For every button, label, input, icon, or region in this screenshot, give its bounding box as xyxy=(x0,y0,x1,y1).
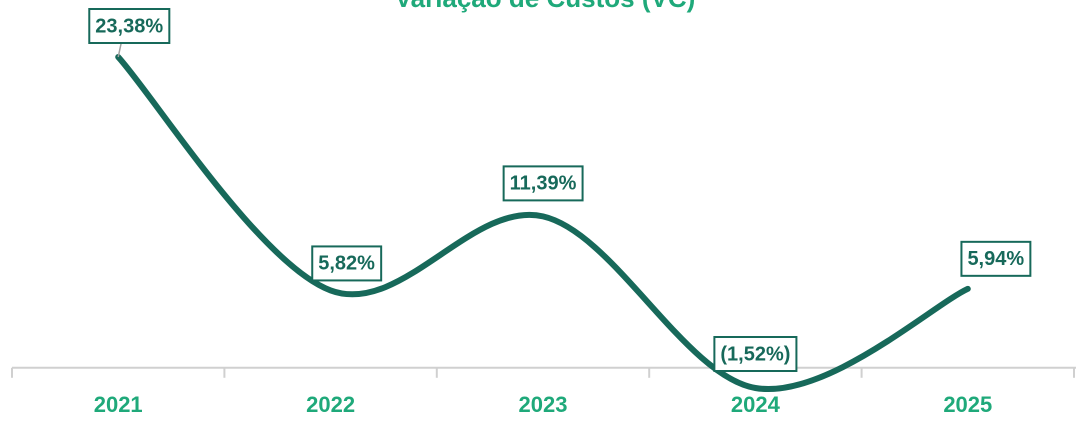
data-label-box xyxy=(502,165,584,202)
data-label-box xyxy=(713,336,798,372)
data-label: 11,39% xyxy=(510,173,577,195)
data-label: 23,38% xyxy=(95,15,163,37)
x-tick-label: 2021 xyxy=(94,392,143,417)
x-tick-label: 2024 xyxy=(731,392,781,417)
data-label: 5,82% xyxy=(318,253,375,275)
data-label: 5,94% xyxy=(967,248,1024,270)
data-label-box xyxy=(960,240,1032,277)
line xyxy=(115,54,971,393)
leader-line xyxy=(117,42,122,58)
data-label-box xyxy=(311,245,383,282)
data-label: (1,52%) xyxy=(720,343,790,365)
x-tick-label: 2023 xyxy=(519,392,568,417)
chart-title: Variação de Custos (VC) xyxy=(395,0,696,13)
x-tick-label: 2025 xyxy=(943,392,992,417)
data-label-box xyxy=(88,8,171,44)
x-tick-label: 2022 xyxy=(306,392,355,417)
